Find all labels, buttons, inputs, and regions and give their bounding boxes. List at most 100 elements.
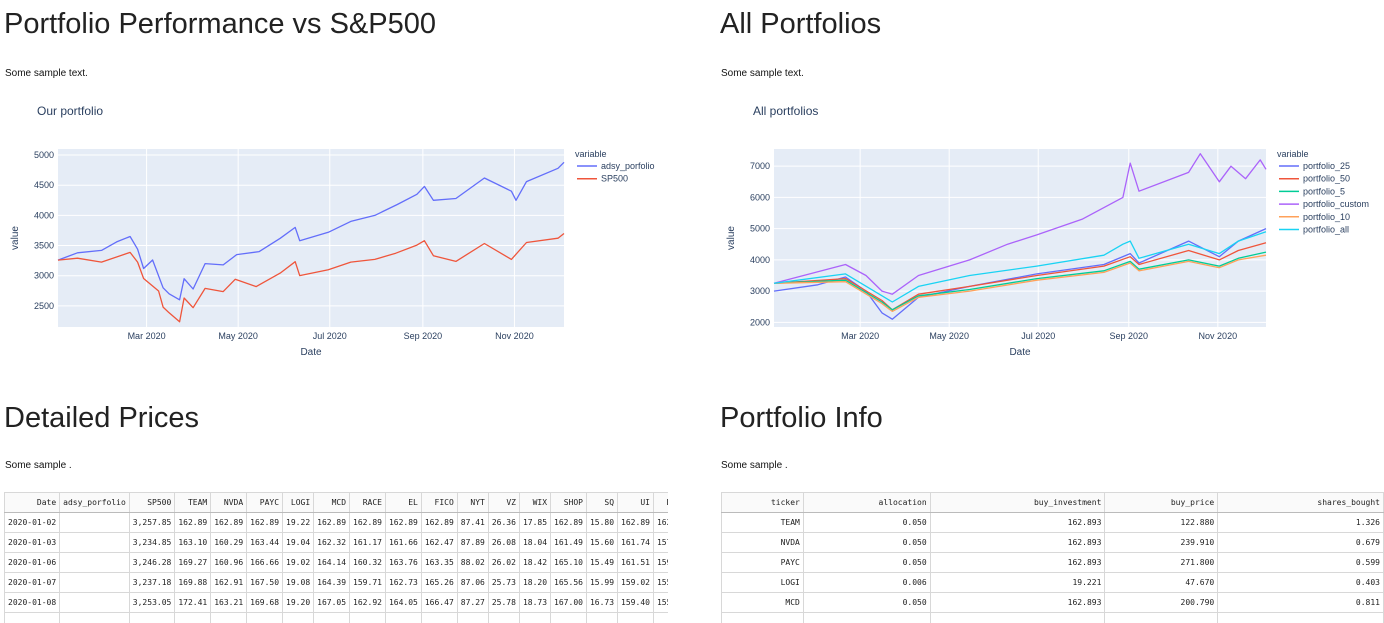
table-cell: 87.27 (456, 592, 489, 613)
table-cell (313, 612, 351, 623)
column-header[interactable]: VZ (487, 492, 520, 513)
table-cell: TEAM (721, 512, 804, 533)
table-cell (4, 612, 61, 623)
perf-section-title: Portfolio Performance vs S&P500 (4, 8, 436, 40)
column-header[interactable]: DELL (652, 492, 668, 513)
series-line-SP500[interactable] (57, 232, 565, 323)
legend-item-SP500[interactable]: SP500 (601, 174, 628, 184)
column-header[interactable]: RACE (349, 492, 386, 513)
table-row: 2020-01-03 3,234.85 163.10 160.29 163.44 19.0… (4, 532, 668, 553)
table-cell: 15.60 (585, 532, 619, 553)
table-cell: 162.89 (420, 512, 458, 533)
legend-item-portfolio-5[interactable]: portfolio_5 (1303, 186, 1345, 196)
table-cell: 2020-01-02 (4, 512, 61, 533)
y-tick-label: 5000 (34, 150, 54, 160)
table-row: TEAM 0.050 162.893 122.880 1.326 (721, 512, 1384, 533)
table-cell: 162.89 (617, 512, 654, 533)
legend-item-adsy-porfolio[interactable]: adsy_porfolio (601, 161, 655, 171)
y-tick-label: 5000 (750, 224, 770, 234)
column-header[interactable]: NVDA (210, 492, 248, 513)
column-header[interactable]: SP500 (128, 492, 176, 513)
table-cell (617, 612, 654, 623)
column-header[interactable]: buy_investment (929, 492, 1106, 513)
legend-item-portfolio-all[interactable]: portfolio_all (1303, 225, 1349, 235)
table-row: 2020-01-02 3,257.85 162.89 162.89 162.89 19.2… (4, 512, 668, 533)
series-line-portfolio-custom[interactable] (773, 153, 1267, 295)
table-cell: 162.73 (384, 572, 422, 593)
info-table-container[interactable]: ticker allocation buy_investment buy_price s… (721, 492, 1384, 623)
column-header[interactable]: TEAM (174, 492, 212, 513)
table-cell: 163.76 (384, 552, 422, 573)
table-cell: 19.20 (282, 592, 315, 613)
table-cell: 155.76 (652, 592, 668, 613)
column-header[interactable]: SHOP (550, 492, 587, 513)
series-line-portfolio-10[interactable] (773, 254, 1267, 313)
column-header[interactable]: PAYC (246, 492, 284, 513)
y-tick-label: 7000 (750, 161, 770, 171)
table-cell (721, 612, 804, 623)
column-header[interactable]: ticker (721, 492, 804, 513)
table-cell: PAYC (721, 552, 804, 573)
table-cell: 159.02 (617, 572, 654, 593)
table-cell: 169.88 (174, 572, 212, 593)
column-header[interactable]: LOGI (282, 492, 315, 513)
legend-item-portfolio-50[interactable]: portfolio_50 (1303, 174, 1350, 184)
table-cell (349, 612, 386, 623)
table-cell: 15.49 (585, 552, 619, 573)
table-cell: 165.56 (550, 572, 587, 593)
column-header[interactable]: adsy_porfolio (59, 492, 130, 513)
column-header[interactable]: UI (617, 492, 654, 513)
table-cell: 162.32 (313, 532, 351, 553)
all-portfolios-chart[interactable]: All portfolios 2000 3000 4000 5000 6000 7000 Ma… (716, 95, 1380, 365)
table-cell (420, 612, 458, 623)
column-header[interactable]: WIX (518, 492, 552, 513)
column-header[interactable]: buy_price (1104, 492, 1219, 513)
our-portfolio-chart[interactable]: Our portfolio 2500 3000 3500 4000 4500 5000 Mar… (0, 95, 690, 365)
series-line-adsy-porfolio[interactable] (57, 161, 565, 301)
table-cell: 162.89 (550, 512, 587, 533)
column-header[interactable]: SQ (585, 492, 619, 513)
table-row: NVDA 0.050 162.893 239.910 0.679 (721, 532, 1384, 553)
table-cell: 17.85 (518, 512, 552, 533)
table-cell (59, 592, 130, 613)
table-cell: 0.403 (1217, 572, 1384, 593)
table-cell: 161.49 (550, 532, 587, 553)
legend-item-portfolio-10[interactable]: portfolio_10 (1303, 212, 1350, 222)
table-cell: 162.89 (652, 512, 668, 533)
table-cell: 26.36 (487, 512, 520, 533)
table-cell: LOGI (721, 572, 804, 593)
table-cell: 1.326 (1217, 512, 1384, 533)
series-line-portfolio-50[interactable] (773, 242, 1267, 311)
plot-area[interactable] (774, 149, 1266, 327)
table-cell: 18.42 (518, 552, 552, 573)
table-cell: 87.06 (456, 572, 489, 593)
column-header[interactable]: FICO (420, 492, 458, 513)
table-cell: 163.35 (420, 552, 458, 573)
table-cell: 16.73 (585, 592, 619, 613)
table-cell: 162.92 (349, 592, 386, 613)
column-header[interactable]: MCD (313, 492, 351, 513)
x-tick-label: Sep 2020 (1109, 331, 1148, 341)
table-row: 2020-01-06 3,246.28 169.27 160.96 166.66 19.0… (4, 552, 668, 573)
legend-item-portfolio-25[interactable]: portfolio_25 (1303, 161, 1350, 171)
series-line-portfolio-all[interactable] (773, 231, 1267, 303)
table-cell: 25.78 (487, 592, 520, 613)
perf-section-text: Some sample text. (5, 68, 88, 79)
table-cell: 164.39 (313, 572, 351, 593)
legend-item-portfolio-custom[interactable]: portfolio_custom (1303, 199, 1369, 209)
table-cell (174, 612, 212, 623)
column-header[interactable]: NYT (456, 492, 489, 513)
table-cell: 2020-01-06 (4, 552, 61, 573)
column-header[interactable]: Date (4, 492, 61, 513)
table-cell: 162.893 (929, 552, 1106, 573)
prices-table-container[interactable]: Date adsy_porfolio SP500 TEAM NVDA PAYC LOGI MC… (4, 492, 668, 623)
table-cell (246, 612, 284, 623)
table-cell: 3,246.28 (128, 552, 176, 573)
column-header[interactable]: EL (384, 492, 422, 513)
table-cell: 169.27 (174, 552, 212, 573)
column-header[interactable]: shares_bought (1217, 492, 1384, 513)
column-header[interactable]: allocation (802, 492, 931, 513)
y-axis-label: value (726, 226, 737, 250)
table-cell: 164.05 (384, 592, 422, 613)
series-line-portfolio-5[interactable] (773, 251, 1267, 311)
